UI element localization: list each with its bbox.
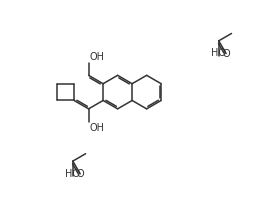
Text: HO: HO — [211, 48, 226, 58]
Text: OH: OH — [90, 52, 105, 61]
Text: O: O — [76, 169, 84, 179]
Text: HO: HO — [65, 169, 80, 179]
Text: OH: OH — [90, 123, 105, 133]
Text: O: O — [222, 49, 230, 59]
